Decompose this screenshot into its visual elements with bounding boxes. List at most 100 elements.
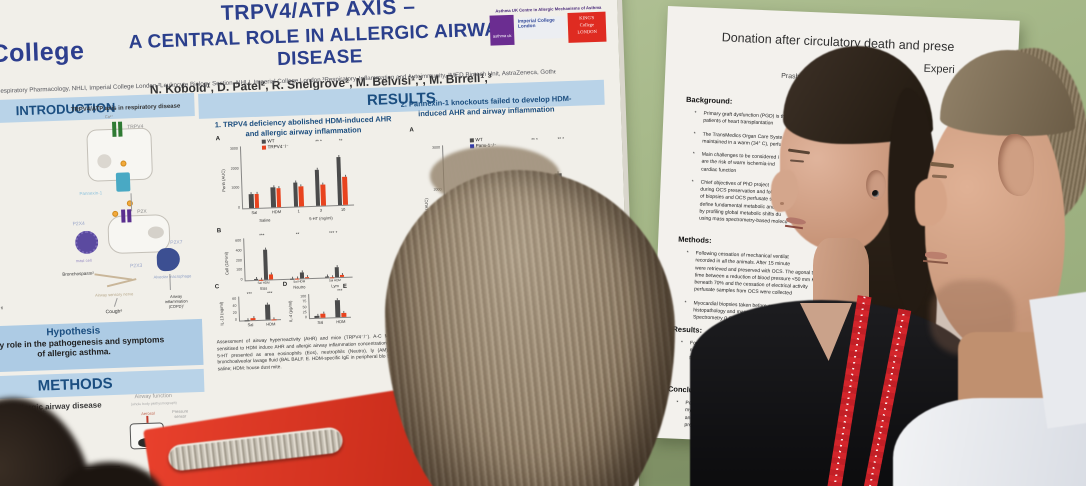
- nerve-line: [106, 278, 137, 287]
- chart-bar: [341, 313, 347, 318]
- panel-letter-d: D: [282, 281, 288, 289]
- panel-letter-a2: A: [409, 127, 414, 134]
- presenter-woman-earring: [872, 190, 879, 197]
- chart-cat: HDM: [266, 321, 276, 327]
- chart-sw: [469, 137, 474, 142]
- chart-bars: [269, 145, 282, 208]
- mast-cell-label: mast cell: [75, 257, 92, 264]
- chart-ytick: 75: [302, 299, 307, 304]
- chart-bars: [314, 294, 326, 318]
- chart-ltx: WT: [267, 138, 275, 144]
- chart-bar: [264, 304, 271, 320]
- chart-bar: [270, 187, 276, 208]
- chart-grp: Sal: [241, 146, 265, 215]
- logo-strip: Asthma UK Centre in Allergic Mechanisms …: [489, 5, 608, 46]
- chart-bar: [292, 182, 299, 207]
- imperial-logo: Imperial College London: [515, 16, 567, 40]
- alveolar-macrophage-icon: [156, 247, 181, 272]
- chart-grp: 1: [285, 144, 309, 213]
- hypothesis-box: Hypothesis a key role in the pathogenesi…: [0, 318, 204, 374]
- chart-yaxis: 600 400 200 100 0: [227, 238, 242, 281]
- calcium-label: Ca²⁺: [104, 113, 114, 120]
- chart-ytick: 0: [234, 317, 238, 322]
- trpv4-label: TRPV4: [127, 123, 144, 131]
- results-finding-1: 1. TRPV4 deficiency abolished HDM-induce…: [214, 114, 392, 139]
- chart-ytick: 40: [232, 303, 237, 308]
- chart-cat: 3: [319, 207, 323, 213]
- chart-ytick: 0: [304, 315, 308, 320]
- chart-ytick: 20: [232, 310, 237, 315]
- panel-letter-a1: A: [215, 136, 221, 143]
- chart-ytick: 3000: [229, 146, 239, 151]
- bar-chart-penh-trpv4: WT TRPV4⁻/⁻ Penh (AUC) 3000 2000 1000 0 Sal HDM 1…: [221, 135, 357, 224]
- chart-bar: [268, 274, 273, 280]
- chart-bar: [244, 319, 250, 321]
- chart-plot: Sal *** HDM: [308, 288, 351, 325]
- panel-letter-c: C: [214, 284, 220, 291]
- chart-ytick: 400: [235, 248, 242, 253]
- listener-man-ear: [998, 134, 1034, 196]
- chart-cat: HDM: [336, 318, 346, 325]
- chart-grp: ** *3: [308, 139, 332, 213]
- chart-gl: 5-HT (mg/ml): [309, 215, 333, 222]
- chart-plot: Sal HDM 1 ** * 3 ** 10: [239, 138, 355, 215]
- chart-glabels: Saline 5-HT (mg/ml): [242, 215, 354, 224]
- chart-yaxis: 100 75 50 25 0: [292, 294, 307, 319]
- chart-ytick: 600: [235, 238, 242, 243]
- chart-bar: [271, 318, 277, 320]
- chart-ytick: 60: [232, 296, 237, 301]
- chart-grp: *** Sal: [239, 291, 260, 327]
- chart-bars: [336, 143, 348, 206]
- chart-grp: HDM: [263, 145, 287, 214]
- chart-cat: Sal: [317, 319, 324, 325]
- chart-grp: Sal: [309, 293, 330, 325]
- chart-bar: [254, 193, 260, 208]
- presenter-woman-ear: [866, 170, 886, 200]
- chart-yaxis: 3000 2000 1000 0: [224, 147, 240, 210]
- chart-bars: [314, 144, 326, 206]
- chart-bars: [252, 237, 273, 281]
- diagram-title: TRPV4/ATP axis in respiratory disease: [70, 103, 181, 114]
- p2x4-label: P2X4: [72, 220, 85, 228]
- chart-ytick: 50: [302, 304, 307, 309]
- imperial-college-logo-text: College: [0, 36, 85, 69]
- aerosol-label: Aerosol: [141, 410, 155, 417]
- p2x-channel-icon: [127, 209, 132, 223]
- chart-ytick: 2000: [230, 166, 239, 171]
- chart-ytick: 100: [300, 294, 307, 299]
- chart-bar: [250, 318, 256, 321]
- chart-ytick: 3000: [432, 145, 441, 150]
- chart-bar: [248, 193, 254, 209]
- chart-plot: *** Sal HDM Eos ** Sal HDM Neutro *** * Sal HDM…: [243, 230, 353, 291]
- chart-bar: [342, 176, 348, 205]
- chart-bars: [324, 235, 345, 278]
- asthma-uk-logo: asthma uk: [489, 14, 515, 46]
- attendee-gray-hair-back-of-head: [385, 170, 675, 486]
- chart-bar: [334, 299, 341, 318]
- background-heading: Background:: [685, 94, 733, 106]
- chart-bars: [288, 236, 309, 279]
- kings-college-logo: KING'S College LONDON: [567, 11, 607, 43]
- chart-ltx: WT: [475, 136, 483, 143]
- bronchospasm-label: Bronchospasm²: [62, 270, 94, 277]
- trpv4-channel-icon: [118, 121, 123, 137]
- presenter-woman-nostril: [780, 202, 784, 205]
- right-poster-subtitle-fragment-2: Experi: [923, 62, 956, 77]
- chart-ytick: 200: [235, 257, 242, 263]
- chart-ytick: 0: [238, 205, 241, 210]
- chart-ytick: 100: [236, 267, 243, 272]
- macrophage-label: Alveolar macrophage: [153, 273, 192, 280]
- chart-bar: [336, 157, 343, 206]
- chart-grp: *** * Sal HDM Lym: [315, 230, 352, 288]
- plethysmograph-label: (whole body plethysmograph): [130, 400, 177, 407]
- chart-ytick: 25: [302, 309, 307, 315]
- panel-letter-e: E: [342, 283, 348, 290]
- airway-function-label: Airway function: [134, 392, 173, 401]
- chart-grp: ** 10: [330, 138, 354, 212]
- results-heading: Results:: [672, 324, 703, 335]
- copd-label: Airway inflammation (COPD)⁷: [164, 293, 188, 310]
- nerve-line: [94, 273, 133, 281]
- p2x3-label: P2X3: [129, 262, 143, 270]
- chart-bars: [247, 146, 260, 209]
